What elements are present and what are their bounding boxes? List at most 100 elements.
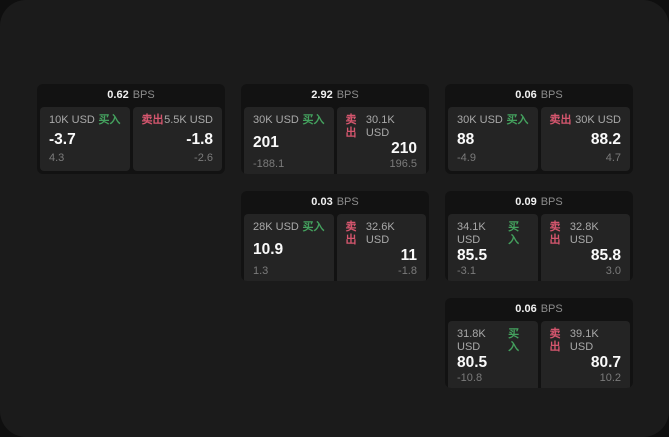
bps-value: 2.92 [311,89,333,101]
bps-unit: BPS [132,89,155,101]
card-header: 0.06 BPS [445,298,633,321]
sell-side-label: 卖出 [549,114,572,126]
trade-card: 0.06 BPS 30K USD 买入 88 -4.9 卖出 30K USD 8… [445,84,633,174]
card-header: 2.92 BPS [241,84,429,107]
bps-value: 0.06 [515,303,537,315]
sell-main-value: 80.7 [590,354,621,371]
buy-sub-value: 4.3 [49,152,65,164]
sell-sub-value: 4.7 [605,152,621,164]
card-panels: 28K USD 买入 10.9 1.3 卖出 32.6K USD 11 -1.8 [241,214,429,281]
trade-card: 0.06 BPS 31.8K USD 买入 80.5 -10.8 卖出 39.1… [445,298,633,388]
buy-amount-label: 31.8K USD [457,328,486,353]
sell-sub-value: -1.8 [398,265,417,277]
sell-side-label: 卖出 [549,221,561,246]
sell-amount-label: 32.8K USD [569,221,599,246]
buy-side-label: 买入 [506,114,529,126]
buy-panel-top: 10K USD 买入 [49,114,121,127]
card-header: 0.62 BPS [37,84,225,107]
buy-sub-value: -10.8 [457,372,483,384]
buy-amount-label: 30K USD [457,114,503,126]
buy-amount-label: 28K USD [253,221,299,233]
buy-side-label: 买入 [98,114,121,126]
buy-amount-label: 10K USD [49,114,95,126]
buy-side-label: 买入 [508,221,520,246]
sell-panel[interactable]: 卖出 39.1K USD 80.7 10.2 [540,321,630,388]
card-panels: 10K USD 买入 -3.7 4.3 卖出 5.5K USD -1.8 -2.… [37,107,225,174]
sell-amount-label: 39.1K USD [569,328,599,353]
bps-value: 0.03 [311,196,333,208]
buy-panel[interactable]: 30K USD 买入 201 -188.1 [244,107,334,174]
sell-main-value: 11 [400,247,417,264]
buy-panel[interactable]: 34.1K USD 买入 85.5 -3.1 [448,214,538,281]
buy-panel[interactable]: 31.8K USD 买入 80.5 -10.8 [448,321,538,388]
bps-value: 0.09 [515,196,537,208]
bps-unit: BPS [336,196,359,208]
card-panels: 30K USD 买入 201 -188.1 卖出 30.1K USD 210 1… [241,107,429,174]
buy-amount-label: 30K USD [253,114,299,126]
trade-card: 0.03 BPS 28K USD 买入 10.9 1.3 卖出 32.6K US… [241,191,429,281]
bps-unit: BPS [336,89,359,101]
sell-amount-label: 5.5K USD [164,114,213,126]
buy-panel-top: 30K USD 买入 [253,114,325,127]
card-panels: 34.1K USD 买入 85.5 -3.1 卖出 32.8K USD 85.8… [445,214,633,281]
trade-card: 0.09 BPS 34.1K USD 买入 85.5 -3.1 卖出 32.8K… [445,191,633,281]
bps-unit: BPS [540,89,563,101]
sell-panel-top: 卖出 39.1K USD [550,328,622,354]
sell-amount-label: 30K USD [575,114,621,126]
sell-side-label: 卖出 [141,114,164,126]
sell-amount-label: 32.6K USD [365,221,395,246]
sell-panel[interactable]: 卖出 32.6K USD 11 -1.8 [336,214,426,281]
sell-panel-top: 卖出 32.6K USD [346,221,418,247]
sell-main-value: 85.8 [590,247,621,264]
buy-side-label: 买入 [302,114,325,126]
sell-main-value: -1.8 [186,130,213,148]
bps-value: 0.06 [515,89,537,101]
sell-side-label: 卖出 [345,221,357,246]
card-panels: 31.8K USD 买入 80.5 -10.8 卖出 39.1K USD 80.… [445,321,633,388]
buy-sub-value: 1.3 [253,265,269,277]
buy-panel-top: 31.8K USD 买入 [457,328,529,354]
buy-amount-label: 34.1K USD [457,221,486,246]
buy-panel-top: 28K USD 买入 [253,221,325,234]
buy-main-value: 10.9 [253,240,284,258]
bps-value: 0.62 [107,89,129,101]
sell-panel-top: 卖出 30K USD [550,114,622,127]
sell-sub-value: 196.5 [389,158,417,170]
card-panels: 30K USD 买入 88 -4.9 卖出 30K USD 88.2 4.7 [445,107,633,174]
buy-sub-value: -4.9 [457,152,476,164]
buy-main-value: 88 [457,130,475,148]
buy-main-value: -3.7 [49,130,76,148]
buy-side-label: 买入 [302,221,325,233]
sell-panel-top: 卖出 5.5K USD [142,114,214,127]
buy-panel[interactable]: 10K USD 买入 -3.7 4.3 [40,107,130,171]
buy-sub-value: -188.1 [253,158,285,170]
sell-sub-value: -2.6 [194,152,213,164]
buy-panel-top: 34.1K USD 买入 [457,221,529,247]
sell-sub-value: 10.2 [599,372,621,384]
sell-side-label: 卖出 [549,328,561,353]
sell-main-value: 210 [391,140,417,157]
sell-panel[interactable]: 卖出 30.1K USD 210 196.5 [336,107,426,174]
sell-sub-value: 3.0 [605,265,621,277]
buy-panel[interactable]: 30K USD 买入 88 -4.9 [448,107,538,171]
card-header: 0.06 BPS [445,84,633,107]
trade-card: 0.62 BPS 10K USD 买入 -3.7 4.3 卖出 5.5K USD… [37,84,225,174]
card-header: 0.09 BPS [445,191,633,214]
buy-main-value: 201 [253,133,279,151]
sell-panel-top: 卖出 30.1K USD [346,114,418,140]
sell-amount-label: 30.1K USD [365,114,395,139]
sell-panel[interactable]: 卖出 32.8K USD 85.8 3.0 [540,214,630,281]
bps-unit: BPS [540,303,563,315]
buy-main-value: 80.5 [457,354,488,371]
buy-panel[interactable]: 28K USD 买入 10.9 1.3 [244,214,334,281]
sell-panel[interactable]: 卖出 30K USD 88.2 4.7 [540,107,630,171]
sell-panel[interactable]: 卖出 5.5K USD -1.8 -2.6 [132,107,222,171]
card-header: 0.03 BPS [241,191,429,214]
buy-main-value: 85.5 [457,247,488,264]
sell-panel-top: 卖出 32.8K USD [550,221,622,247]
sell-main-value: 88.2 [590,130,621,148]
cards-grid: 0.62 BPS 10K USD 买入 -3.7 4.3 卖出 5.5K USD… [37,84,633,388]
buy-side-label: 买入 [508,328,520,353]
bps-unit: BPS [540,196,563,208]
